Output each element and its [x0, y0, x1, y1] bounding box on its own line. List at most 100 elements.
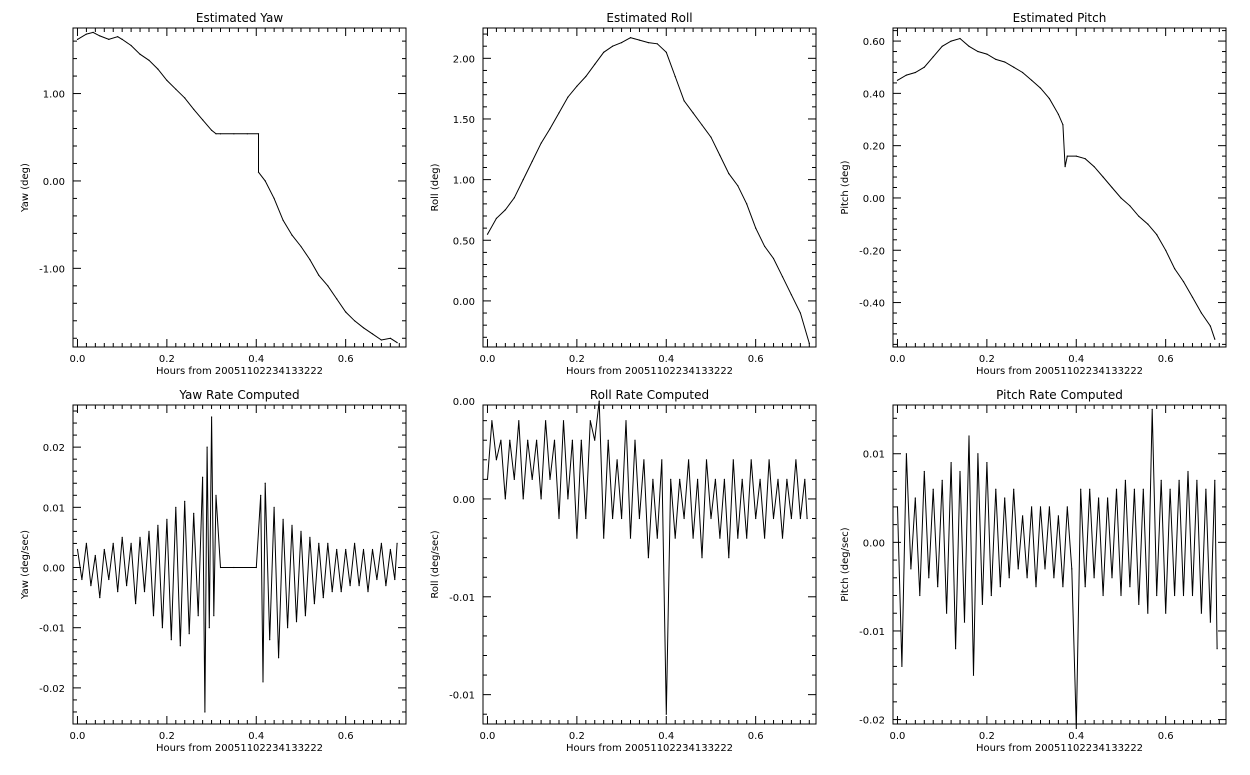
data-point — [1048, 98, 1050, 100]
data-point — [692, 112, 694, 114]
data-point — [977, 50, 979, 53]
data-point — [1142, 488, 1144, 490]
data-point — [345, 311, 347, 313]
y-tick-label: -0.20 — [859, 246, 885, 257]
data-point — [1182, 594, 1185, 597]
x-axis-label: Hours from 20051102234133222 — [976, 366, 1143, 377]
data-point — [206, 446, 208, 448]
data-point — [246, 133, 248, 135]
x-tick-label: 0.6 — [1158, 354, 1174, 365]
data-point — [1209, 325, 1211, 327]
data-point — [121, 536, 123, 539]
data-point — [1138, 215, 1140, 217]
x-tick-label: 0.6 — [1158, 731, 1174, 742]
data-point — [1017, 568, 1019, 570]
x-tick-label: 0.0 — [480, 354, 496, 365]
data-point — [213, 615, 215, 617]
data-point — [1022, 71, 1024, 74]
data-point — [914, 71, 916, 74]
data-point — [674, 537, 676, 539]
data-point — [585, 75, 587, 78]
data-point — [152, 615, 155, 617]
data-point — [313, 603, 315, 605]
data-point — [380, 542, 382, 545]
data-point — [968, 45, 970, 47]
data-point — [571, 439, 574, 441]
data-point — [629, 37, 632, 39]
data-point — [211, 416, 213, 418]
data-point — [1120, 197, 1122, 199]
data-point — [76, 38, 79, 41]
data-point — [1205, 488, 1207, 490]
data-point — [1165, 249, 1167, 251]
y-tick-label: 0.40 — [863, 89, 885, 100]
data-point — [1031, 506, 1033, 508]
data-point — [318, 542, 320, 545]
data-point — [166, 518, 168, 521]
y-tick-label: -0.40 — [859, 299, 885, 310]
data-point — [389, 337, 391, 339]
plot-panel: 0.0 0.2 0.4 0.6 0.00 0.50 1.00 1.50 2.00 Estimate… — [430, 11, 817, 377]
data-point — [629, 537, 632, 539]
data-point — [81, 578, 83, 581]
data-point — [567, 96, 569, 98]
data-point — [112, 542, 114, 545]
x-axis-label: Hours from 20051102234133222 — [566, 366, 733, 377]
data-point — [607, 439, 609, 441]
data-point — [1075, 727, 1077, 730]
data-point — [679, 478, 681, 480]
data-point — [518, 420, 520, 422]
series-line — [487, 401, 808, 715]
data-point — [161, 627, 163, 629]
x-axis-label: Hours from 20051102234133222 — [566, 743, 733, 754]
data-point — [790, 517, 793, 520]
data-point — [385, 585, 387, 587]
data-point — [1111, 186, 1113, 189]
data-point — [710, 136, 712, 138]
data-point — [540, 498, 542, 500]
data-point — [291, 524, 293, 527]
x-tick-label: 0.6 — [338, 731, 354, 742]
data-point — [1057, 515, 1059, 517]
data-point — [495, 217, 497, 219]
data-point — [990, 594, 992, 597]
data-point — [531, 160, 533, 162]
data-point — [1080, 488, 1082, 490]
data-point — [665, 51, 667, 53]
data-point — [594, 439, 596, 441]
y-axis-label: Roll (deg/sec) — [430, 530, 441, 598]
y-tick-label: -1.00 — [39, 264, 65, 275]
data-point — [1031, 79, 1033, 81]
data-point — [777, 478, 779, 480]
data-point — [768, 459, 770, 461]
data-point — [625, 420, 627, 422]
data-point — [1214, 479, 1216, 481]
data-point — [634, 439, 636, 441]
data-point — [1129, 586, 1131, 588]
series-line — [77, 31, 398, 344]
data-point — [737, 537, 739, 539]
data-point — [1039, 87, 1042, 89]
data-point — [1196, 479, 1198, 481]
data-point — [728, 557, 730, 559]
data-point — [937, 586, 939, 588]
y-tick-label: 0.00 — [453, 397, 475, 408]
data-point — [175, 88, 177, 90]
data-point — [950, 462, 952, 464]
data-point — [959, 470, 961, 473]
data-point — [380, 339, 382, 341]
data-point — [1156, 594, 1158, 597]
data-point — [688, 459, 690, 461]
data-point — [1160, 479, 1162, 481]
data-point — [175, 506, 177, 508]
data-point — [1102, 176, 1104, 178]
x-tick-label: 0.2 — [159, 731, 175, 742]
data-point — [1102, 594, 1104, 597]
data-point — [910, 568, 912, 570]
data-point — [358, 585, 360, 587]
data-point — [616, 459, 618, 461]
data-point — [269, 639, 271, 641]
y-tick-label: -0.02 — [39, 684, 65, 695]
data-point — [905, 453, 908, 455]
